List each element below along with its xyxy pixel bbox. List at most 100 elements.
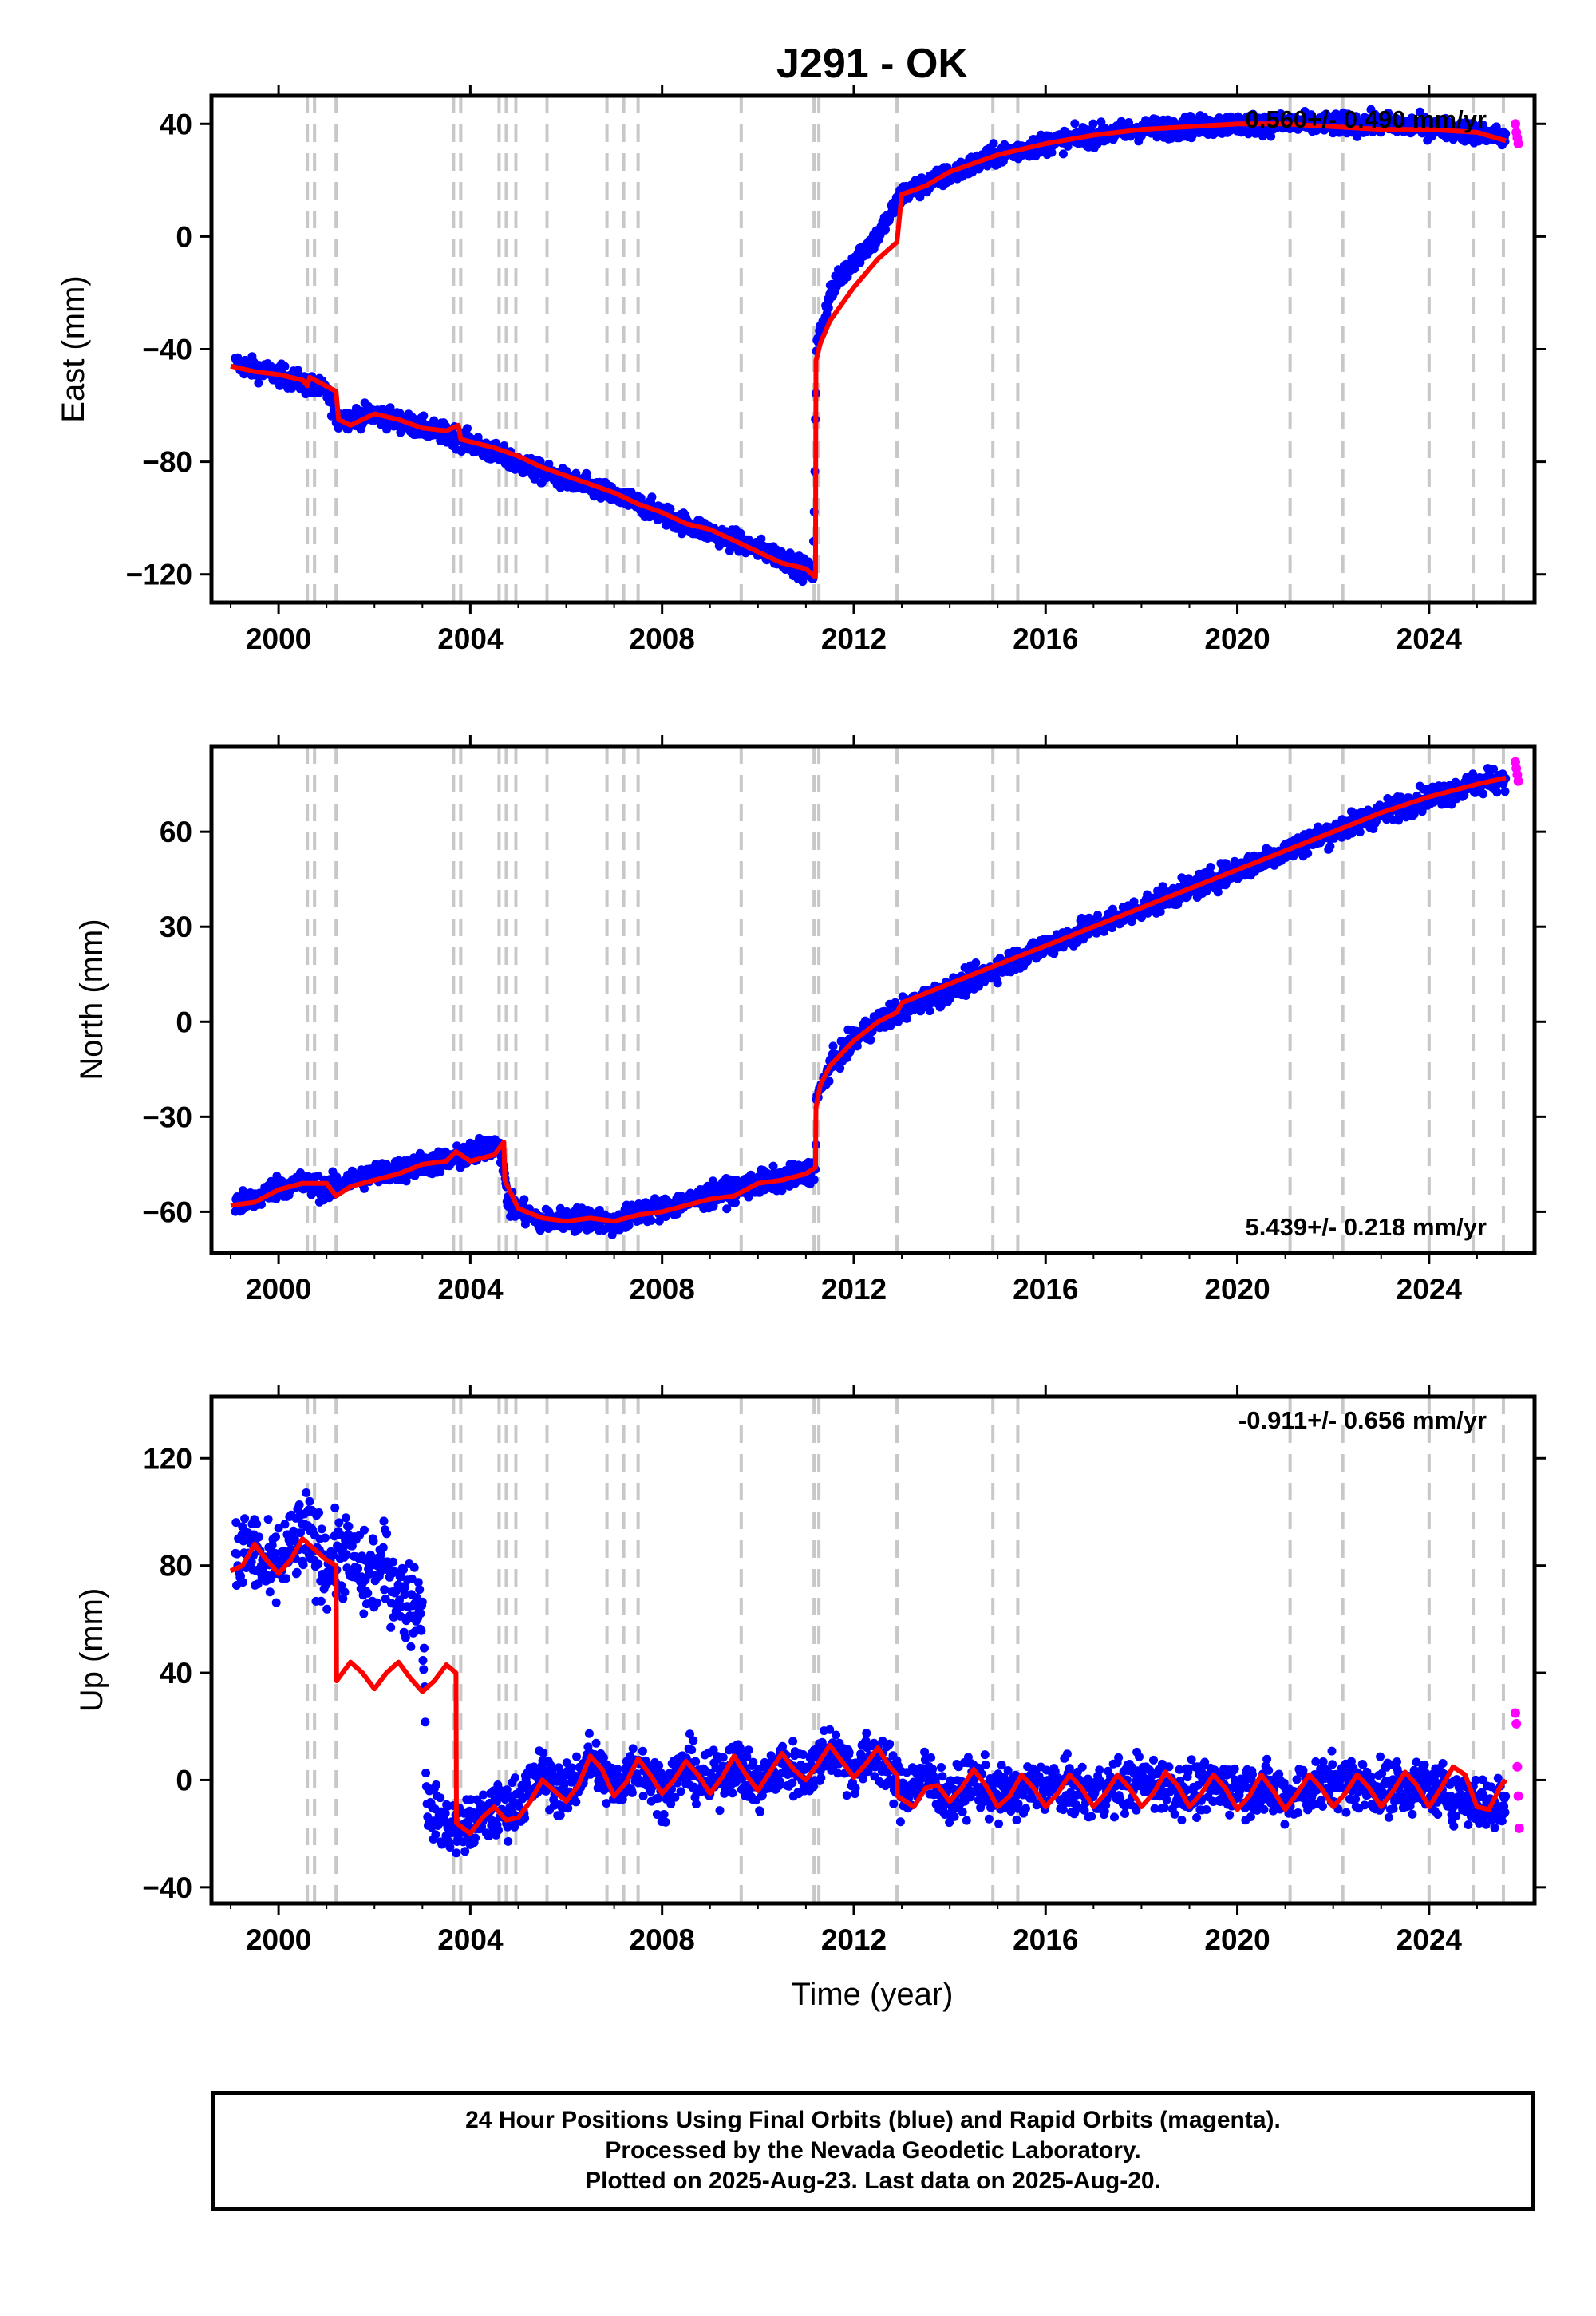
final-orbit-point bbox=[415, 1585, 425, 1595]
final-orbit-point bbox=[1058, 943, 1068, 952]
final-orbit-point bbox=[1492, 788, 1502, 797]
final-orbit-point bbox=[341, 1513, 350, 1523]
final-orbit-point bbox=[401, 1633, 410, 1642]
final-orbit-point bbox=[344, 1522, 354, 1531]
up-panel: 2000 2004 2008 2012 2016 2020 2024−4004080120U… bbox=[74, 1385, 1546, 1956]
x-tick-label: 2004 bbox=[437, 1273, 504, 1306]
x-tick-label: 2008 bbox=[630, 622, 695, 655]
final-orbit-point bbox=[280, 362, 290, 371]
final-orbit-point bbox=[360, 1184, 369, 1193]
final-orbit-point bbox=[317, 1524, 326, 1534]
final-orbit-point bbox=[1353, 132, 1362, 141]
final-orbit-point bbox=[1489, 765, 1499, 774]
rapid-orbit-point bbox=[1513, 139, 1523, 148]
final-orbit-point bbox=[329, 1551, 338, 1560]
final-orbit-point bbox=[1202, 887, 1211, 896]
final-orbit-point bbox=[334, 1518, 344, 1528]
y-tick-label: −30 bbox=[142, 1101, 192, 1133]
final-orbit-point bbox=[1303, 848, 1313, 858]
final-orbit-point bbox=[1479, 789, 1488, 799]
final-orbit-point bbox=[993, 978, 1002, 988]
final-orbit-point bbox=[360, 1525, 369, 1535]
final-orbit-point bbox=[354, 1563, 363, 1573]
final-orbit-point bbox=[419, 411, 429, 421]
x-tick-label: 2020 bbox=[1204, 622, 1270, 655]
final-orbit-point bbox=[962, 986, 972, 996]
final-orbit-point bbox=[1244, 129, 1253, 139]
y-tick-label: 60 bbox=[160, 816, 192, 848]
final-orbit-point bbox=[263, 1515, 273, 1524]
y-tick-label: 0 bbox=[176, 1006, 192, 1038]
y-axis-label: East (mm) bbox=[56, 275, 91, 422]
y-tick-label: −80 bbox=[142, 446, 192, 479]
plot-frame bbox=[209, 744, 1537, 1255]
final-orbit-point bbox=[240, 1514, 250, 1524]
final-orbit-point bbox=[314, 1508, 324, 1517]
final-orbit-point bbox=[824, 1077, 834, 1086]
rapid-orbit-point bbox=[1513, 776, 1523, 786]
final-orbit-point bbox=[925, 1006, 934, 1016]
final-orbit-point bbox=[886, 1021, 895, 1030]
final-orbit-point bbox=[389, 1557, 398, 1567]
x-tick-label: 2012 bbox=[821, 622, 887, 655]
final-orbit-point bbox=[296, 1528, 305, 1538]
velocity-rate-label: 5.439+/- 0.218 mm/yr bbox=[1246, 1213, 1487, 1241]
final-orbit-point bbox=[379, 1516, 389, 1526]
final-orbit-point bbox=[866, 1035, 875, 1045]
final-orbit-point bbox=[1152, 132, 1162, 142]
final-orbit-point bbox=[421, 1717, 430, 1727]
final-orbit-point bbox=[376, 1550, 385, 1559]
final-orbit-point bbox=[1266, 132, 1276, 141]
final-orbit-point bbox=[1491, 122, 1501, 132]
plot-area bbox=[229, 1397, 1524, 1903]
final-orbit-point bbox=[436, 1167, 445, 1176]
final-orbit-point bbox=[420, 1643, 429, 1653]
final-orbit-point bbox=[401, 1176, 411, 1186]
final-orbit-point bbox=[337, 1581, 346, 1591]
final-orbit-point bbox=[757, 534, 766, 543]
x-tick-label: 2016 bbox=[1013, 1273, 1078, 1306]
final-orbit-point bbox=[1206, 863, 1215, 871]
final-orbit-point bbox=[1468, 769, 1478, 779]
final-orbit-point bbox=[369, 1536, 378, 1546]
final-orbit-point bbox=[289, 1526, 298, 1535]
east-panel: 2000 2004 2008 2012 2016 2020 2024−120−80−4004… bbox=[56, 85, 1546, 655]
final-orbit-point bbox=[386, 1622, 396, 1632]
y-tick-label: 40 bbox=[160, 108, 192, 140]
final-orbit-point bbox=[330, 1503, 340, 1512]
final-orbit-point bbox=[406, 1642, 416, 1651]
final-orbit-point bbox=[850, 264, 859, 274]
y-tick-label: 30 bbox=[160, 911, 192, 943]
final-orbit-point bbox=[744, 1192, 753, 1202]
final-orbit-point bbox=[280, 1520, 290, 1529]
final-orbit-point bbox=[971, 958, 981, 967]
final-orbit-point bbox=[731, 1198, 740, 1207]
final-orbit-point bbox=[1501, 129, 1511, 139]
x-tick-label: 2008 bbox=[630, 1273, 695, 1306]
final-orbit-point bbox=[298, 1560, 308, 1570]
x-tick-label: 2024 bbox=[1396, 622, 1463, 655]
model-fit-line bbox=[230, 121, 1507, 580]
final-orbit-point bbox=[294, 1500, 304, 1509]
final-orbit-point bbox=[1258, 132, 1267, 141]
final-orbit-point bbox=[463, 424, 472, 433]
final-orbit-point bbox=[418, 1656, 428, 1665]
x-tick-label: 2016 bbox=[1013, 622, 1078, 655]
final-orbit-point bbox=[421, 1769, 431, 1777]
north-panel: 2000 2004 2008 2012 2016 2020 2024−60−3003060N… bbox=[74, 735, 1546, 1306]
final-orbit-point bbox=[902, 1014, 911, 1023]
final-orbit-point bbox=[399, 1565, 408, 1575]
plot-area bbox=[230, 96, 1523, 603]
final-orbit-point bbox=[423, 1812, 433, 1822]
final-orbit-point bbox=[419, 1665, 429, 1674]
final-orbit-point bbox=[232, 1549, 242, 1559]
final-orbit-point bbox=[400, 1590, 409, 1599]
final-orbit-point bbox=[302, 1488, 311, 1497]
y-axis-label: North (mm) bbox=[74, 919, 109, 1080]
final-orbit-point bbox=[271, 1598, 281, 1607]
final-orbit-point bbox=[1108, 923, 1117, 933]
y-tick-label: −60 bbox=[142, 1196, 192, 1228]
final-orbit-point bbox=[881, 225, 891, 235]
y-tick-label: 0 bbox=[176, 220, 192, 253]
final-orbit-point bbox=[452, 1141, 462, 1151]
